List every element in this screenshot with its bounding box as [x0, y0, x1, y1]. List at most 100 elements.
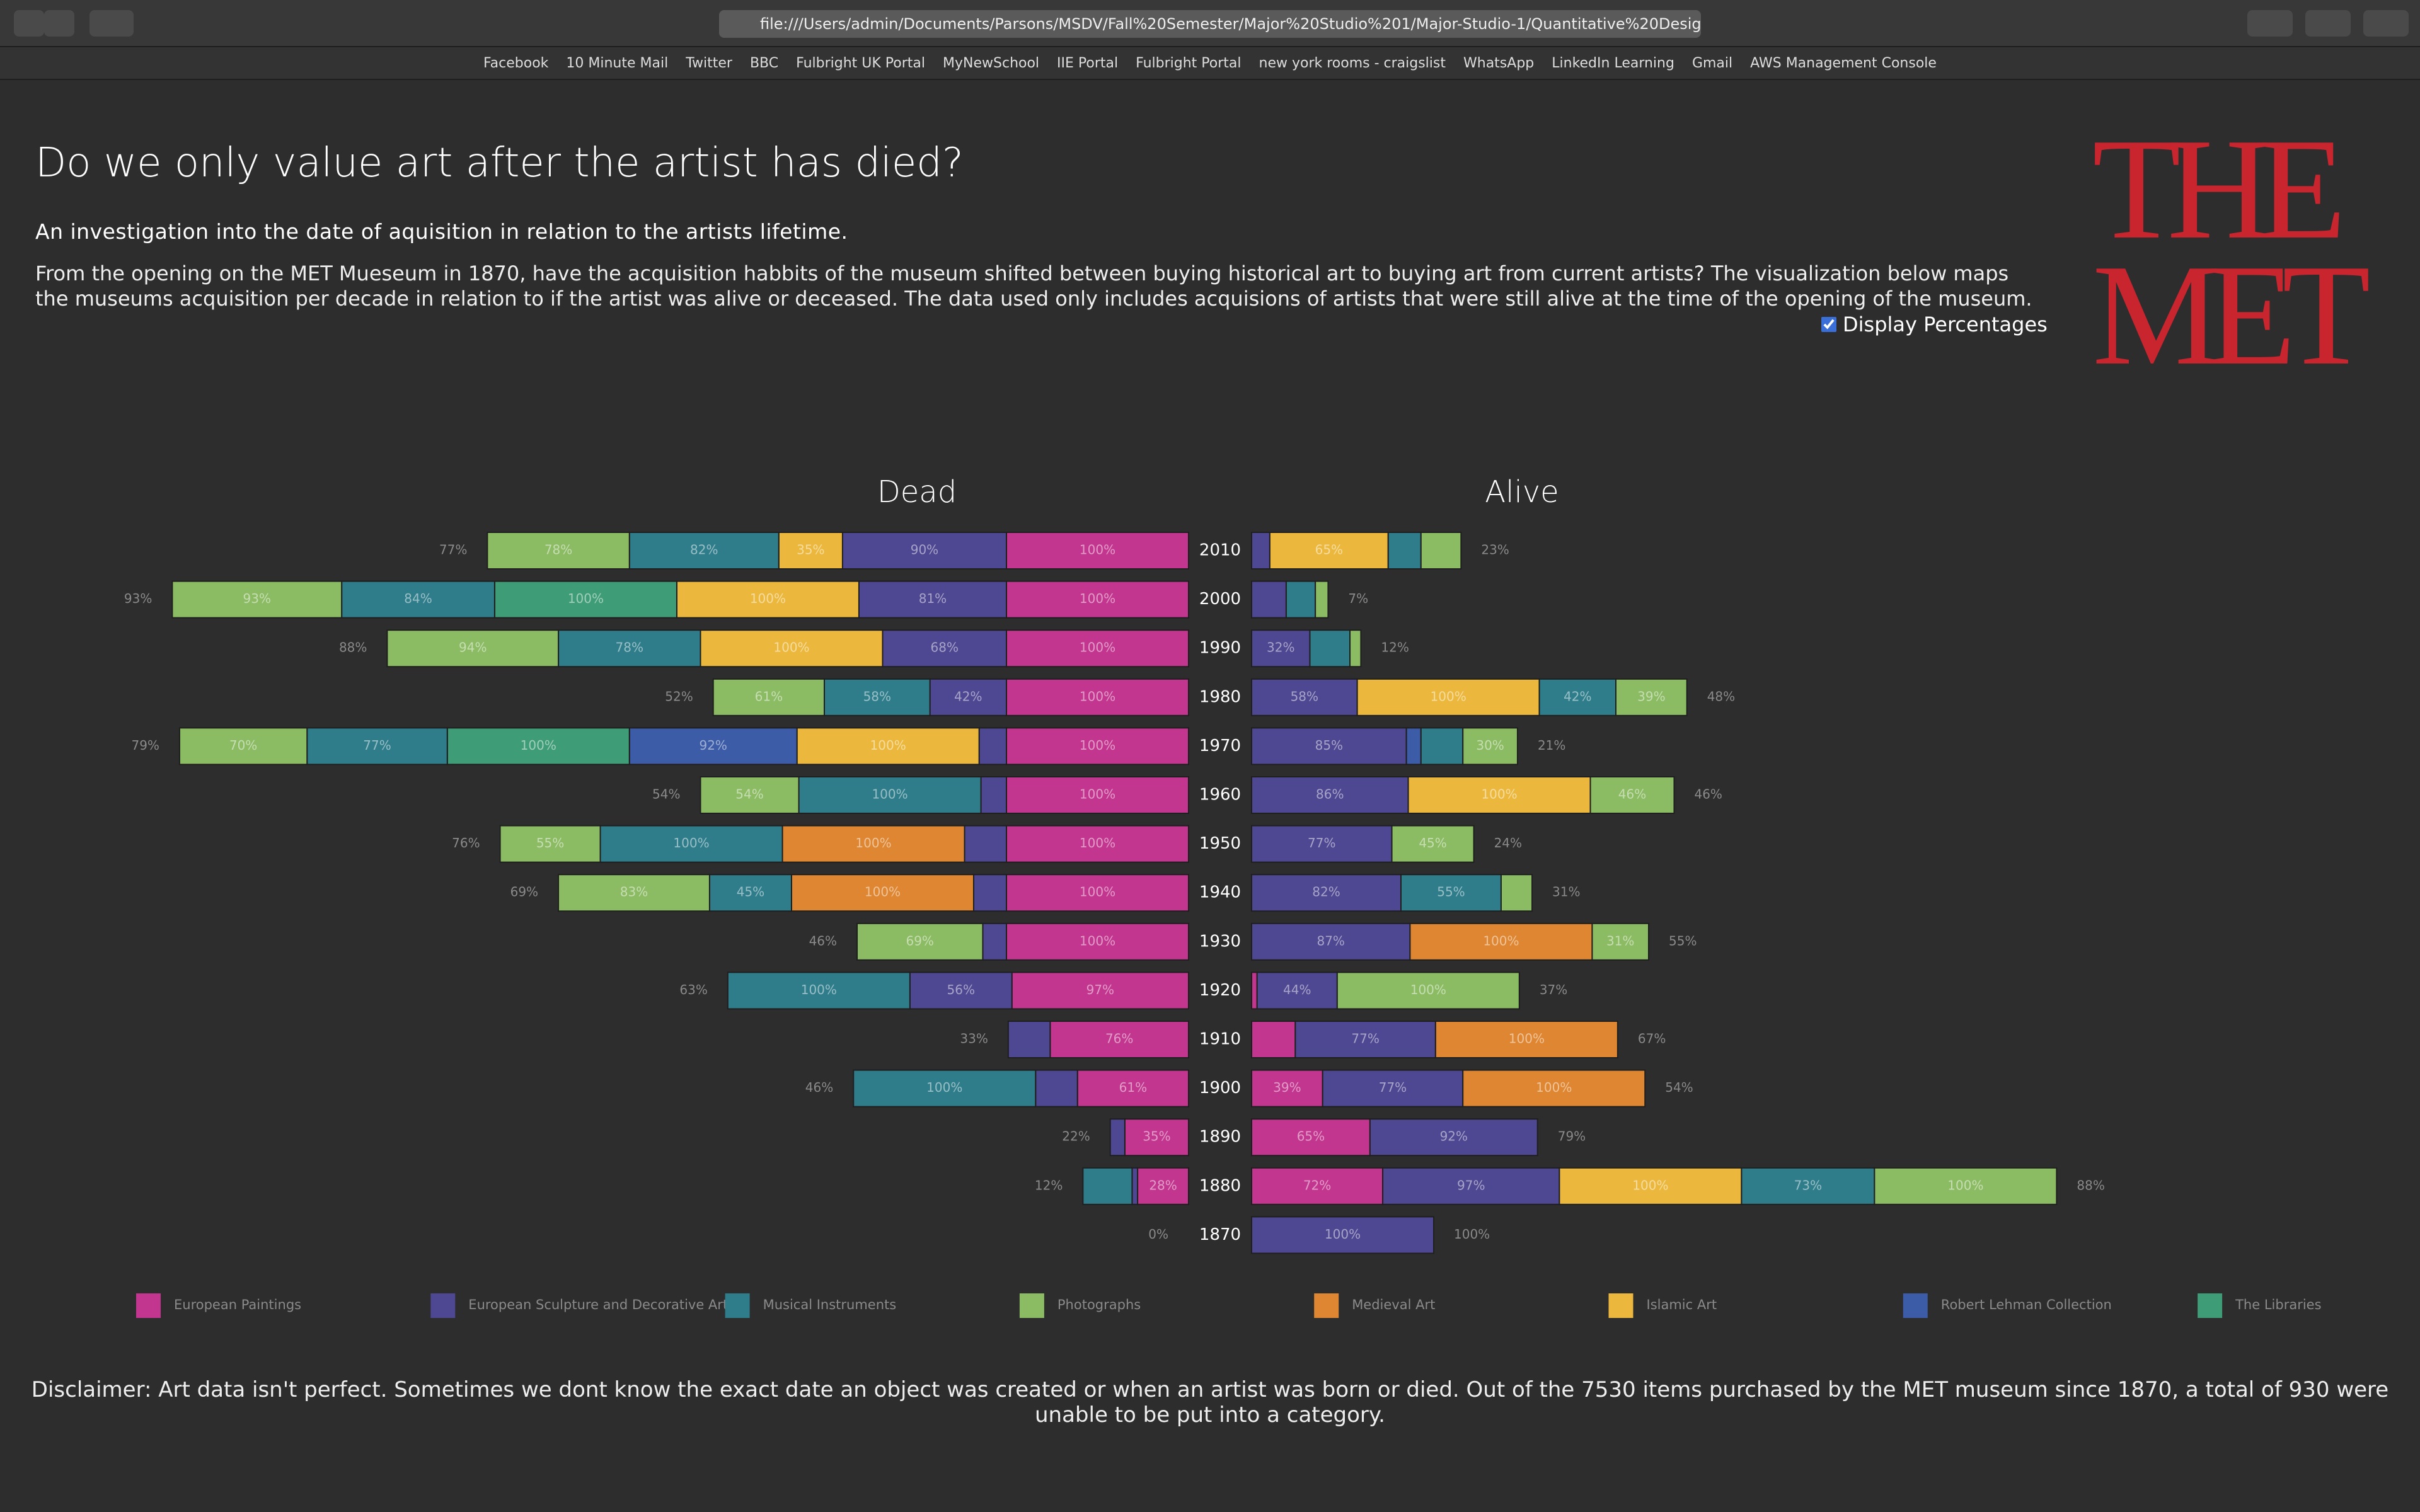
- bookmark[interactable]: LinkedIn Learning: [1552, 55, 1674, 71]
- bookmark[interactable]: Fulbright Portal: [1136, 55, 1242, 71]
- total-label: 22%: [1062, 1129, 1090, 1144]
- bar-segment: [1391, 825, 1475, 863]
- bar-segment: [929, 678, 1007, 716]
- legend-swatch: [2198, 1293, 2223, 1318]
- bar-segment: [1011, 971, 1190, 1010]
- bar-segment: [964, 825, 1008, 863]
- bookmark[interactable]: IIE Portal: [1057, 55, 1119, 71]
- segment-label: 77%: [1379, 1080, 1407, 1095]
- bar-segment: [1322, 1069, 1464, 1108]
- year-label: 2010: [1199, 541, 1241, 560]
- year-label: 1910: [1199, 1030, 1241, 1049]
- bar-segment: [727, 971, 911, 1010]
- year-label: 1980: [1199, 687, 1241, 706]
- bar-segment: [1131, 1167, 1139, 1205]
- share-button[interactable]: [2305, 10, 2351, 37]
- segment-label: 87%: [1317, 933, 1344, 948]
- total-label: 67%: [1638, 1031, 1666, 1046]
- segment-label: 100%: [1080, 591, 1115, 606]
- bar-segment: [781, 825, 965, 863]
- year-label: 1880: [1199, 1176, 1241, 1195]
- side-title: Alive: [1485, 474, 1559, 510]
- bookmark[interactable]: Facebook: [483, 55, 549, 71]
- sidebar-button[interactable]: [89, 10, 134, 37]
- segment-label: 93%: [243, 591, 271, 606]
- tabs-button[interactable]: [2363, 10, 2409, 37]
- bookmark[interactable]: WhatsApp: [1463, 55, 1535, 71]
- bar-segment: [856, 922, 984, 961]
- bar-segment: [487, 532, 630, 570]
- address-bar[interactable]: file:///Users/admin/Documents/Parsons/MS…: [719, 10, 1701, 38]
- bar-segment: [1741, 1167, 1876, 1205]
- total-label: 93%: [124, 591, 152, 606]
- bar-segment: [1251, 1118, 1371, 1157]
- bar-segment: [1251, 629, 1311, 668]
- legend-swatch: [1608, 1293, 1634, 1318]
- total-label: 12%: [1035, 1177, 1063, 1193]
- total-label: 7%: [1348, 591, 1368, 606]
- bar-segment: [1591, 922, 1650, 961]
- bar-segment: [1349, 629, 1362, 668]
- bookmark[interactable]: Fulbright UK Portal: [796, 55, 926, 71]
- bar-segment: [1251, 580, 1287, 619]
- bar-segment: [982, 922, 1008, 961]
- bar-segment: [1589, 776, 1675, 814]
- segment-label: 45%: [1419, 835, 1446, 850]
- total-label: 23%: [1481, 542, 1509, 558]
- legend-label: Musical Instruments: [763, 1297, 897, 1312]
- bar-segment: [790, 874, 974, 912]
- segment-label: 90%: [911, 542, 938, 558]
- segment-label: 32%: [1267, 640, 1294, 655]
- segment-label: 55%: [536, 835, 564, 850]
- download-button[interactable]: [2247, 10, 2293, 37]
- bar-segment: [178, 727, 308, 765]
- bar-segment: [1251, 532, 1270, 570]
- bar-segment: [1559, 1167, 1743, 1205]
- bookmark[interactable]: BBC: [749, 55, 779, 71]
- bar-segment: [978, 727, 1008, 765]
- total-label: 76%: [452, 835, 480, 850]
- back-button[interactable]: [14, 10, 44, 37]
- bookmark[interactable]: AWS Management Console: [1750, 55, 1937, 71]
- segment-label: 100%: [1431, 689, 1466, 704]
- segment-label: 58%: [863, 689, 891, 704]
- logo: THE MET: [2092, 117, 2371, 387]
- bookmarks-bar: Facebook 10 Minute Mail Twitter BBC Fulbrigh…: [0, 47, 2420, 80]
- bar-segment: [841, 532, 1008, 570]
- legend-label: Islamic Art: [1647, 1297, 1717, 1312]
- bar-segment: [1049, 1021, 1189, 1058]
- segment-label: 100%: [773, 640, 809, 655]
- bar-segment: [386, 629, 560, 668]
- bar-segment: [909, 971, 1013, 1010]
- side-title: Dead: [877, 474, 957, 510]
- bookmark[interactable]: Twitter: [686, 55, 732, 71]
- legend-swatch: [725, 1293, 750, 1318]
- bar-segment: [1251, 971, 1258, 1010]
- forward-button[interactable]: [44, 10, 74, 37]
- bar-segment: [1615, 678, 1688, 716]
- total-label: 79%: [131, 738, 159, 753]
- bookmark[interactable]: Gmail: [1691, 55, 1733, 71]
- bar-segment: [1006, 580, 1189, 619]
- percentages-toggle[interactable]: Display Percentages: [1821, 312, 2048, 336]
- bar-segment: [1251, 1021, 1296, 1058]
- bar-segment: [599, 825, 783, 863]
- bookmark[interactable]: 10 Minute Mail: [566, 55, 669, 71]
- year-label: 1900: [1199, 1079, 1241, 1097]
- segment-label: 100%: [1080, 933, 1115, 948]
- total-label: 54%: [652, 787, 680, 802]
- total-label: 77%: [439, 542, 467, 558]
- bar-segment: [676, 580, 860, 619]
- legend-label: Robert Lehman Collection: [1941, 1297, 2112, 1312]
- bookmark[interactable]: MyNewSchool: [943, 55, 1040, 71]
- bookmark[interactable]: new york rooms - craigslist: [1259, 55, 1446, 71]
- bar-segment: [1407, 776, 1591, 814]
- bar-segment: [1251, 922, 1411, 961]
- segment-label: 100%: [568, 591, 604, 606]
- segment-label: 35%: [1143, 1129, 1170, 1144]
- total-label: 0%: [1148, 1227, 1168, 1242]
- checkbox[interactable]: [1821, 317, 1836, 332]
- segment-label: 65%: [1315, 542, 1343, 558]
